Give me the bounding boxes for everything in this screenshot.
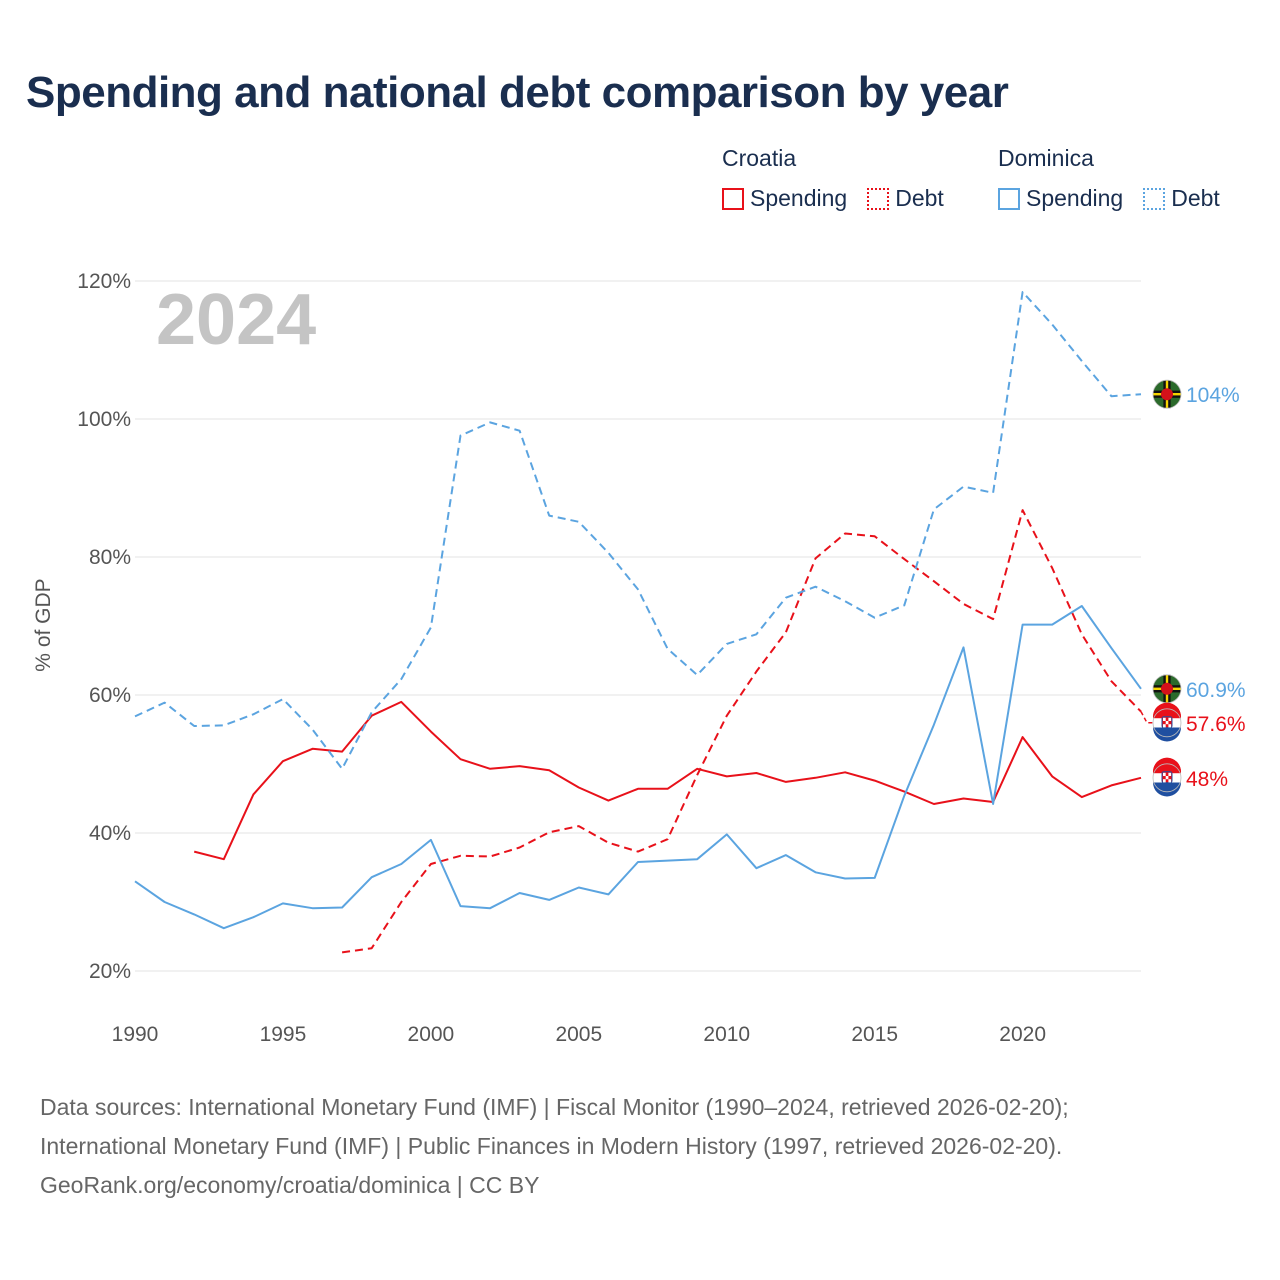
x-tick-label: 1990 xyxy=(112,1023,159,1046)
legend-dotted-swatch-icon xyxy=(1143,187,1166,210)
end-markers: 104% 60.9% 57.6% 48% xyxy=(1140,379,1246,797)
flag-checker xyxy=(1165,776,1169,780)
dominica-flag-icon xyxy=(1152,379,1182,409)
y-tick-label: 40% xyxy=(89,822,131,845)
legend-croatia-spending[interactable]: Spending xyxy=(722,185,847,212)
y-tick-label: 60% xyxy=(89,684,131,707)
flag-blue-band xyxy=(1153,727,1181,742)
legend-dominica-debt-label: Debt xyxy=(1171,185,1220,211)
flag-disc xyxy=(1161,388,1173,401)
flag-checker xyxy=(1168,717,1172,721)
flag-checker xyxy=(1168,724,1172,728)
x-tick-label: 1995 xyxy=(260,1023,307,1046)
series-line-dominica-debt[interactable] xyxy=(134,291,1142,770)
grid-lines xyxy=(135,280,1141,972)
flag-checker xyxy=(1163,779,1166,783)
y-tick-label: 20% xyxy=(89,960,131,983)
flag-blue-band xyxy=(1153,782,1181,797)
flag-checker xyxy=(1168,772,1172,776)
x-tick-label: 2015 xyxy=(851,1023,898,1046)
footer-sources: Data sources: International Monetary Fun… xyxy=(40,1088,1260,1205)
legend-dominica: Dominica Spending Debt xyxy=(998,145,1220,212)
series-line-croatia-spending[interactable] xyxy=(193,700,1142,861)
croatia-flag-icon xyxy=(1152,757,1182,797)
end-label-croatia-spending: 48% xyxy=(1186,768,1228,791)
croatia-flag-icon xyxy=(1140,702,1182,742)
chart-title: Spending and national debt comparison by… xyxy=(26,68,1009,117)
legend-country-dominica: Dominica xyxy=(998,145,1094,171)
legend-croatia: Croatia Spending Debt xyxy=(722,145,944,212)
legend-solid-swatch-icon xyxy=(722,187,744,210)
x-tick-label: 2005 xyxy=(555,1023,602,1046)
flag-checker xyxy=(1165,721,1169,725)
flag-border xyxy=(1152,708,1182,738)
end-label-dominica-debt: 104% xyxy=(1186,384,1240,407)
legend-dominica-spending-label: Spending xyxy=(1026,185,1124,211)
year-watermark: 2024 xyxy=(156,280,316,360)
leader-line xyxy=(1140,711,1153,724)
footer-line-3: GeoRank.org/economy/croatia/dominica | C… xyxy=(40,1172,540,1198)
x-tick-label: 2010 xyxy=(703,1023,750,1046)
flag-checker xyxy=(1163,772,1166,776)
flag-checker xyxy=(1168,779,1172,783)
flag-checker xyxy=(1163,724,1166,728)
flag-red-cap xyxy=(1153,702,1181,719)
flag-checker xyxy=(1163,717,1166,721)
y-axis-label: % of GDP xyxy=(32,578,55,671)
legend-croatia-spending-label: Spending xyxy=(750,185,848,211)
y-tick-label: 80% xyxy=(89,546,131,569)
end-label-dominica-spending: 60.9% xyxy=(1186,679,1246,702)
series-line-dominica-spending[interactable] xyxy=(134,605,1142,930)
flag-border xyxy=(1152,379,1182,409)
y-tick-label: 100% xyxy=(77,408,131,431)
y-tick-label: 120% xyxy=(77,270,131,293)
legend-dominica-spending[interactable]: Spending xyxy=(998,185,1123,212)
x-tick-label: 2000 xyxy=(408,1023,455,1046)
flag-border xyxy=(1152,763,1182,793)
series-lines xyxy=(134,291,1142,954)
footer-line-2: International Monetary Fund (IMF) | Publ… xyxy=(40,1133,1063,1159)
legend-dotted-swatch-icon xyxy=(867,187,890,210)
x-tick-label: 2020 xyxy=(999,1023,1046,1046)
legend-country-croatia: Croatia xyxy=(722,145,797,171)
legend-croatia-debt[interactable]: Debt xyxy=(867,185,944,212)
x-axis-ticks: 1990 1995 2000 2005 2010 2015 2020 xyxy=(112,1023,1046,1046)
legend-dominica-debt[interactable]: Debt xyxy=(1143,185,1220,212)
flag-disc xyxy=(1161,682,1173,695)
y-axis-ticks: 20% 40% 60% 80% 100% 120% xyxy=(77,270,131,983)
legend-croatia-debt-label: Debt xyxy=(895,185,944,211)
end-label-croatia-debt: 57.6% xyxy=(1186,713,1246,736)
line-chart: 20% 40% 60% 80% 100% 120% 1990 1995 2000 2005 201… xyxy=(32,270,1246,1046)
footer-line-1: Data sources: International Monetary Fun… xyxy=(40,1094,1069,1120)
flag-red-cap xyxy=(1153,757,1181,774)
legend-solid-swatch-icon xyxy=(998,187,1020,210)
series-line-croatia-debt[interactable] xyxy=(341,509,1142,954)
dominica-flag-icon xyxy=(1152,674,1182,704)
